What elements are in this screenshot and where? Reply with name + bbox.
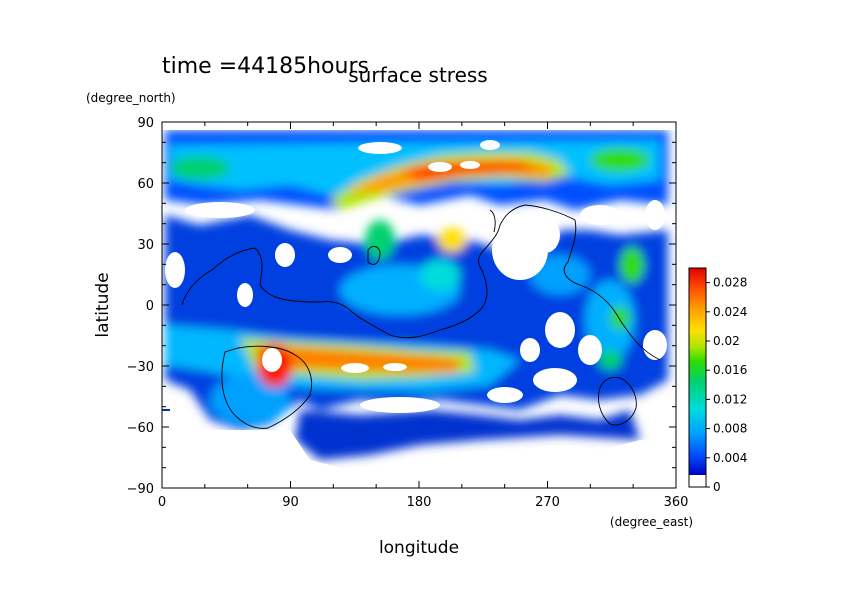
y-tick-label: 90 (137, 116, 154, 131)
y-tick-label: 0 (146, 299, 154, 314)
colorbar-frame (688, 267, 707, 488)
colorbar-tick-label: 0.02 (713, 334, 740, 348)
time-label: time =44185hours (162, 54, 369, 79)
x-tick-label: 90 (282, 495, 299, 510)
field-yellow-mid (438, 228, 466, 252)
coastline-island (367, 246, 381, 265)
y-tick-label: −30 (127, 360, 154, 375)
y-tick-label: 60 (137, 177, 154, 192)
x-axis-title: longitude (379, 538, 459, 558)
colorbar-tick-label: 0.008 (713, 422, 747, 436)
x-tick-label: 180 (407, 495, 432, 510)
colorbar-tick-label: 0.012 (713, 392, 747, 406)
x-tick-label: 360 (664, 495, 689, 510)
field-green-n2 (365, 220, 395, 260)
y-axis: −90 −60 −30 0 30 60 90 (127, 116, 676, 497)
field-south-jet-orange (255, 345, 462, 372)
coastlines (181, 204, 661, 429)
x-axis: 0 90 180 270 360 (158, 122, 689, 510)
x-unit-label: (degree_east) (610, 515, 693, 529)
heatmap-field (162, 122, 676, 488)
x-tick-label: 0 (158, 495, 166, 510)
field-green-mid (420, 259, 460, 291)
colorbar: 0 0.004 0.008 0.012 0.016 0.02 0.024 0.028 (688, 267, 747, 494)
coastline-africa (181, 204, 661, 361)
y-tick-label: 30 (137, 238, 154, 253)
y-tick-label: −90 (127, 482, 154, 497)
y-axis-title: latitude (93, 272, 113, 337)
field-green-e1 (620, 247, 644, 283)
field-south-band (295, 410, 640, 460)
colorbar-tick-label: 0.004 (713, 451, 747, 465)
coastline-australia (598, 377, 637, 426)
x-tick-label: 270 (535, 495, 560, 510)
field-green-s (598, 350, 622, 370)
y-unit-label: (degree_north) (86, 91, 176, 105)
field-cyan-patch-4 (210, 375, 290, 425)
colorbar-ticks: 0 0.004 0.008 0.012 0.016 0.02 0.024 0.028 (706, 276, 747, 494)
coastline-south-america (221, 345, 313, 429)
colorbar-tick-label: 0.024 (713, 305, 747, 319)
field-cyan-patch-2 (530, 255, 590, 295)
field-green-nw (170, 156, 230, 180)
coastline-central-fragment (489, 209, 496, 233)
colorbar-tick-label: 0.016 (713, 363, 747, 377)
field-green-n1 (590, 148, 650, 172)
colorbar-tick-label: 0.028 (713, 276, 747, 290)
colorbar-tick-label: 0 (713, 480, 721, 494)
colorbar-gradient (689, 268, 706, 475)
y-tick-label: −60 (127, 421, 154, 436)
chart-title: surface stress (348, 63, 487, 87)
colorbar-zero-band (689, 475, 706, 487)
